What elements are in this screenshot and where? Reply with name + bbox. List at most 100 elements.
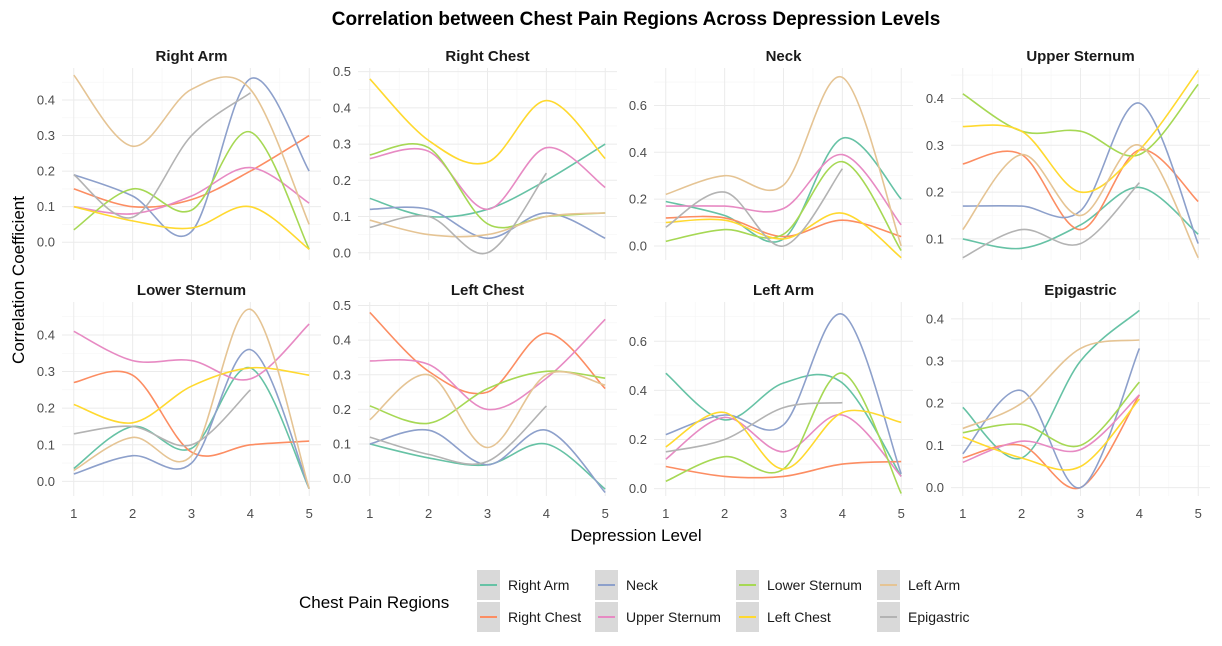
panel-upper-sternum: Upper Sternum 0.1 0.2 0.3 0.4 xyxy=(926,48,1210,260)
y-tick-label: 0.2 xyxy=(926,185,944,200)
panel-strip-label: Right Chest xyxy=(445,48,529,65)
legend-item-right-chest: Right Chest xyxy=(477,602,581,632)
series-line-upper-sternum xyxy=(962,394,1140,464)
panel-strip-label: Right Arm xyxy=(156,48,228,65)
series-line-right-chest xyxy=(962,149,1199,231)
x-axis-title: Depression Level xyxy=(570,526,701,545)
legend-item-left-chest: Left Chest xyxy=(736,602,831,632)
y-tick-label: 0.0 xyxy=(37,474,55,489)
series-line-epigastric xyxy=(962,182,1140,259)
y-axis-title: Correlation Coefficient xyxy=(9,196,28,364)
series-line-neck xyxy=(369,206,606,240)
series-line-upper-sternum xyxy=(665,414,902,477)
panel-neck: Neck 0.0 0.2 0.4 0.6 xyxy=(629,48,913,260)
series-line-upper-sternum xyxy=(369,146,606,211)
series-line-upper-sternum xyxy=(665,153,902,226)
y-tick-label: 0.3 xyxy=(37,128,55,143)
y-tick-label: 0.0 xyxy=(629,481,647,496)
legend-item-left-arm: Left Arm xyxy=(877,570,960,600)
y-tick-label: 0.6 xyxy=(629,334,647,349)
x-tick-label: 1 xyxy=(662,506,669,521)
y-tick-label: 0.2 xyxy=(629,432,647,447)
series-line-right-chest xyxy=(665,460,902,479)
x-tick-label: 2 xyxy=(129,506,136,521)
legend-label: Lower Sternum xyxy=(767,577,862,593)
y-tick-label: 0.6 xyxy=(629,98,647,113)
x-tick-label: 2 xyxy=(425,506,432,521)
y-tick-label: 0.2 xyxy=(37,401,55,416)
y-tick-label: 0.3 xyxy=(37,364,55,379)
x-tick-label: 4 xyxy=(1136,506,1143,521)
x-tick-label: 3 xyxy=(484,506,491,521)
series-line-upper-sternum xyxy=(369,318,606,411)
legend-label: Upper Sternum xyxy=(626,609,721,625)
x-tick-label: 2 xyxy=(1018,506,1025,521)
series-line-lower-sternum xyxy=(665,372,902,494)
legend-label: Left Arm xyxy=(908,577,960,593)
legend-item-epigastric: Epigastric xyxy=(877,602,969,632)
y-tick-label: 0.2 xyxy=(333,173,351,188)
y-tick-label: 0.0 xyxy=(926,480,944,495)
series-line-left-chest xyxy=(665,409,902,470)
y-tick-label: 0.3 xyxy=(333,367,351,382)
x-tick-label: 5 xyxy=(306,506,313,521)
series-line-upper-sternum xyxy=(73,323,310,381)
y-tick-label: 0.0 xyxy=(333,245,351,260)
x-tick-label: 3 xyxy=(1077,506,1084,521)
series-line-left-arm xyxy=(962,339,1140,430)
legend-label: Right Chest xyxy=(508,609,581,625)
y-tick-label: 0.0 xyxy=(37,235,55,250)
legend-item-neck: Neck xyxy=(595,570,659,600)
series-line-right-arm xyxy=(962,309,1140,460)
y-tick-label: 0.1 xyxy=(333,209,351,224)
series-line-left-chest xyxy=(369,78,606,165)
x-tick-label: 1 xyxy=(366,506,373,521)
y-tick-label: 0.5 xyxy=(333,298,351,313)
x-tick-label: 2 xyxy=(721,506,728,521)
panel-epigastric: Epigastric 0.0 0.1 0.2 0.3 0.4 1 2 3 4 5 xyxy=(926,282,1210,521)
series-line-left-chest xyxy=(962,69,1199,193)
panel-strip-label: Left Arm xyxy=(753,282,814,299)
y-tick-label: 0.4 xyxy=(333,100,351,115)
series-line-neck xyxy=(665,313,902,475)
y-tick-label: 0.4 xyxy=(926,91,944,106)
x-tick-label: 3 xyxy=(780,506,787,521)
y-tick-label: 0.3 xyxy=(926,138,944,153)
series-line-epigastric xyxy=(665,168,844,247)
legend-title: Chest Pain Regions xyxy=(299,593,449,612)
series-line-lower-sternum xyxy=(962,381,1140,448)
y-tick-label: 0.4 xyxy=(37,327,55,342)
x-tick-label: 5 xyxy=(898,506,905,521)
y-tick-label: 0.3 xyxy=(926,354,944,369)
series-line-neck xyxy=(962,348,1141,489)
series-line-left-arm xyxy=(73,308,310,489)
y-tick-label: 0.4 xyxy=(629,145,647,160)
legend-item-lower-sternum: Lower Sternum xyxy=(736,570,862,600)
y-tick-label: 0.2 xyxy=(629,192,647,207)
legend: Chest Pain Regions Right Arm Right Chest N… xyxy=(299,570,969,632)
panel-right-chest: Right Chest 0.0 0.1 0.2 0.3 0.4 0.5 xyxy=(333,48,617,260)
series-line-right-chest xyxy=(369,311,606,395)
series-line-right-arm xyxy=(962,186,1199,250)
y-tick-label: 0.4 xyxy=(629,383,647,398)
x-tick-label: 1 xyxy=(959,506,966,521)
y-tick-label: 0.2 xyxy=(333,402,351,417)
x-tick-label: 1 xyxy=(70,506,77,521)
series-line-left-arm xyxy=(369,370,606,449)
series-line-epigastric xyxy=(73,92,251,219)
panel-left-arm: Left Arm 0.0 0.2 0.4 0.6 1 2 3 4 5 xyxy=(629,282,913,521)
panel-strip-label: Upper Sternum xyxy=(1026,48,1134,65)
x-tick-label: 3 xyxy=(188,506,195,521)
legend-label: Left Chest xyxy=(767,609,831,625)
series-line-left-chest xyxy=(665,212,902,259)
legend-label: Epigastric xyxy=(908,609,969,625)
y-tick-label: 0.4 xyxy=(333,333,351,348)
series-line-epigastric xyxy=(665,401,843,453)
series-line-left-chest xyxy=(73,205,310,250)
y-tick-label: 0.1 xyxy=(926,231,944,246)
panel-right-arm: Right Arm 0.0 0.1 0.2 0.3 0.4 xyxy=(37,48,321,260)
y-tick-label: 0.3 xyxy=(333,137,351,152)
legend-label: Neck xyxy=(626,577,659,593)
series-line-neck xyxy=(73,77,310,238)
